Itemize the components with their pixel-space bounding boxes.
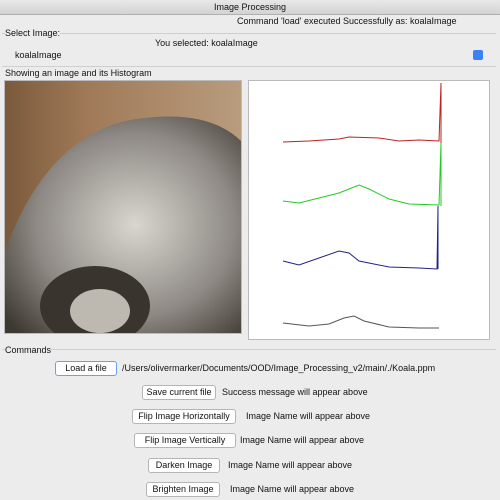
command-message: Success message will appear above [222, 387, 368, 397]
command-message: /Users/olivermarker/Documents/OOD/Image_… [122, 363, 436, 373]
dropdown-value: koalaImage [15, 50, 62, 60]
green-histogram [282, 142, 442, 206]
display-border [2, 66, 496, 67]
histogram [282, 82, 442, 329]
commands-label: Commands [5, 345, 52, 355]
display-label: Showing an image and its Histogram [5, 68, 152, 78]
command-button[interactable]: Flip Image Vertically [134, 433, 236, 448]
select-label: Select Image: [5, 28, 61, 38]
select-border [2, 33, 496, 34]
status-message: Command 'load' executed Successfully as:… [237, 16, 457, 26]
dropdown-arrow [473, 50, 483, 60]
gray-histogram [282, 315, 439, 329]
selected-text: You selected: koalaImage [155, 38, 258, 48]
image-panel [4, 80, 242, 334]
command-button[interactable]: Flip Image Horizontally [132, 409, 236, 424]
command-button[interactable]: Darken Image [148, 458, 220, 473]
command-message: Image Name will appear above [240, 435, 365, 445]
command-message: Image Name will appear above [228, 460, 353, 470]
command-button[interactable]: Brighten Image [146, 482, 220, 497]
command-message: Image Name will appear above [230, 484, 355, 494]
commands-border [2, 349, 496, 350]
command-button[interactable]: Save current file [142, 385, 216, 400]
window-title: Image Processing [213, 2, 287, 12]
dropdown[interactable]: koalaImage [5, 49, 485, 62]
histogram-panel [248, 80, 490, 340]
red-histogram [282, 82, 442, 143]
blue-histogram [282, 205, 439, 270]
title-bar [0, 0, 500, 15]
koala-image [5, 81, 241, 333]
command-button[interactable]: Load a file [55, 361, 117, 376]
command-message: Image Name will appear above [246, 411, 371, 421]
